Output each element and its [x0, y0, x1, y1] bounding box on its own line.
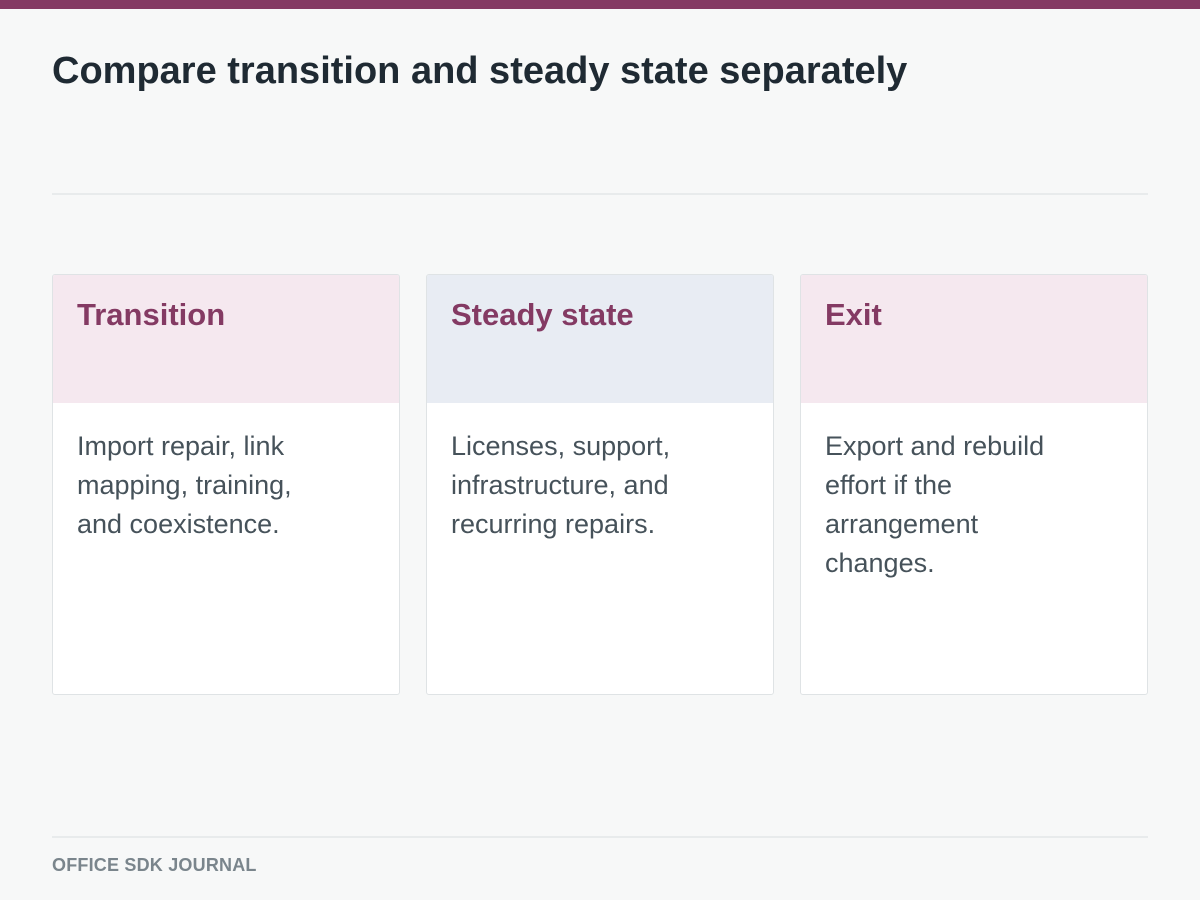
card-header: Steady state — [427, 275, 773, 403]
title-divider — [52, 193, 1148, 195]
page-title: Compare transition and steady state sepa… — [52, 50, 908, 92]
card-exit: Exit Export and rebuild effort if the ar… — [800, 274, 1148, 695]
card-body: Licenses, support, infrastructure, and r… — [451, 431, 671, 539]
card-title: Exit — [825, 297, 882, 332]
card-body: Import repair, link mapping, training, a… — [77, 431, 292, 539]
card-steady-state: Steady state Licenses, support, infrastr… — [426, 274, 774, 695]
card-transition: Transition Import repair, link mapping, … — [52, 274, 400, 695]
footer-divider — [52, 836, 1148, 838]
publication-label: OFFICE SDK JOURNAL — [52, 855, 257, 875]
card-title: Steady state — [451, 297, 634, 332]
top-accent-bar — [0, 0, 1200, 9]
cost-phase-cards: Transition Import repair, link mapping, … — [52, 274, 1148, 695]
card-header: Exit — [801, 275, 1147, 403]
card-title: Transition — [77, 297, 226, 332]
card-body: Export and rebuild effort if the arrange… — [825, 431, 1045, 578]
card-header: Transition — [53, 275, 399, 403]
